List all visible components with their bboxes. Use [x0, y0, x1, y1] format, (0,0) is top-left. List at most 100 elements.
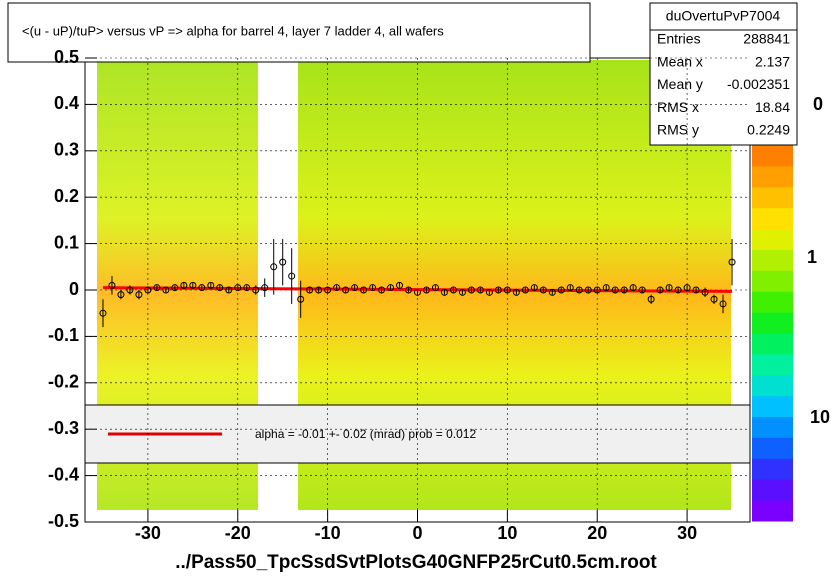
profile-point [306, 286, 314, 294]
y-tick-label: -0.3 [48, 418, 79, 438]
y-tick-label: -0.2 [48, 372, 79, 392]
profile-point [485, 288, 493, 296]
colorbar-label: 1 [807, 247, 817, 267]
stats-box [649, 2, 798, 146]
profile-point [198, 284, 206, 292]
colorbar-label: 0 [813, 94, 823, 114]
profile-point [369, 284, 377, 292]
profile-point [180, 281, 188, 289]
stats-value: 0.2249 [747, 122, 790, 138]
x-tick-label: 0 [412, 523, 422, 543]
y-tick-label: -0.4 [48, 464, 79, 484]
profile-point [422, 286, 430, 294]
colorbar-cell [752, 186, 793, 209]
profile-point [620, 286, 628, 294]
profile-point [611, 286, 619, 294]
colorbar-cells [752, 145, 793, 522]
profile-point [135, 291, 143, 299]
profile-point [333, 284, 341, 292]
stats-title: duOvertuPvP7004 [666, 8, 781, 24]
profile-point [207, 281, 215, 289]
profile-point [710, 295, 718, 303]
profile-point [144, 286, 152, 294]
profile-point [440, 288, 448, 296]
profile-point [503, 286, 511, 294]
profile-point [189, 281, 197, 289]
profile-point [153, 284, 161, 292]
profile-point [701, 288, 709, 296]
colorbar-cell [752, 374, 793, 397]
profile-point [270, 263, 278, 271]
profile-point [261, 284, 269, 292]
profile-point [530, 284, 538, 292]
x-tick-label: 10 [497, 523, 517, 543]
profile-point [431, 284, 439, 292]
colorbar-cell [752, 312, 793, 334]
profile-point [351, 284, 359, 292]
profile-point [458, 288, 466, 296]
profile-point [683, 284, 691, 292]
y-tick-label: 0 [69, 279, 79, 299]
stats-value: 288841 [743, 31, 790, 47]
profile-point [656, 286, 664, 294]
profile-point [216, 284, 224, 292]
x-tick-label: -10 [315, 523, 341, 543]
y-tick-label: -0.1 [48, 325, 79, 345]
y-tick-label: -0.5 [48, 511, 79, 531]
profile-point [234, 284, 242, 292]
colorbar-cell [752, 395, 793, 418]
profile-point [324, 286, 332, 294]
x-axis-title: ../Pass50_TpcSsdSvtPlotsG40GNFP25rCut0.5… [175, 552, 657, 573]
colorbar-cell [752, 228, 793, 250]
profile-point [584, 286, 592, 294]
stats-label: RMS y [657, 122, 699, 138]
colorbar-cell [752, 165, 793, 188]
profile-point [674, 286, 682, 294]
profile-point [719, 300, 727, 308]
colorbar-cell [752, 416, 793, 438]
stats-value: 18.84 [755, 99, 790, 115]
profile-point [638, 286, 646, 294]
profile-point [521, 286, 529, 294]
profile-point [162, 286, 170, 294]
colorbar-cell [752, 270, 793, 292]
profile-point [288, 272, 296, 280]
profile-point [512, 288, 520, 296]
profile-point [629, 284, 637, 292]
profile-point [494, 286, 502, 294]
colorbar-cell [752, 500, 793, 522]
legend-text: alpha = -0.01 +- 0.02 (mrad) prob = 0.01… [255, 427, 476, 441]
profile-point [243, 284, 251, 292]
profile-point [665, 284, 673, 292]
profile-point [360, 286, 368, 294]
x-tick-label: 20 [587, 523, 607, 543]
profile-point [117, 291, 125, 299]
profile-point [414, 288, 421, 296]
profile-point [279, 258, 287, 266]
x-tick-label: -30 [135, 523, 161, 543]
profile-point [378, 286, 386, 294]
profile-point [252, 286, 260, 294]
profile-point [539, 286, 547, 294]
colorbar-cell [752, 437, 793, 459]
colorbar-cell [752, 458, 793, 480]
profile-point [171, 284, 179, 292]
stats-value: 2.137 [755, 53, 790, 69]
profile-point [108, 281, 116, 289]
profile-point [647, 295, 655, 303]
stats-label: Entries [657, 31, 701, 47]
profile-point [315, 286, 323, 294]
stats-value: -0.002351 [727, 76, 790, 92]
colorbar-cell [752, 249, 793, 271]
colorbar-label: 10 [810, 407, 830, 427]
profile-point [99, 309, 107, 317]
colorbar-cell [752, 145, 793, 167]
profile-point [548, 288, 556, 296]
profile-point [396, 281, 404, 289]
y-tick-label: 0.2 [54, 186, 79, 206]
profile-point [557, 286, 565, 294]
stats-label: RMS x [657, 99, 699, 115]
profile-point [387, 284, 395, 292]
